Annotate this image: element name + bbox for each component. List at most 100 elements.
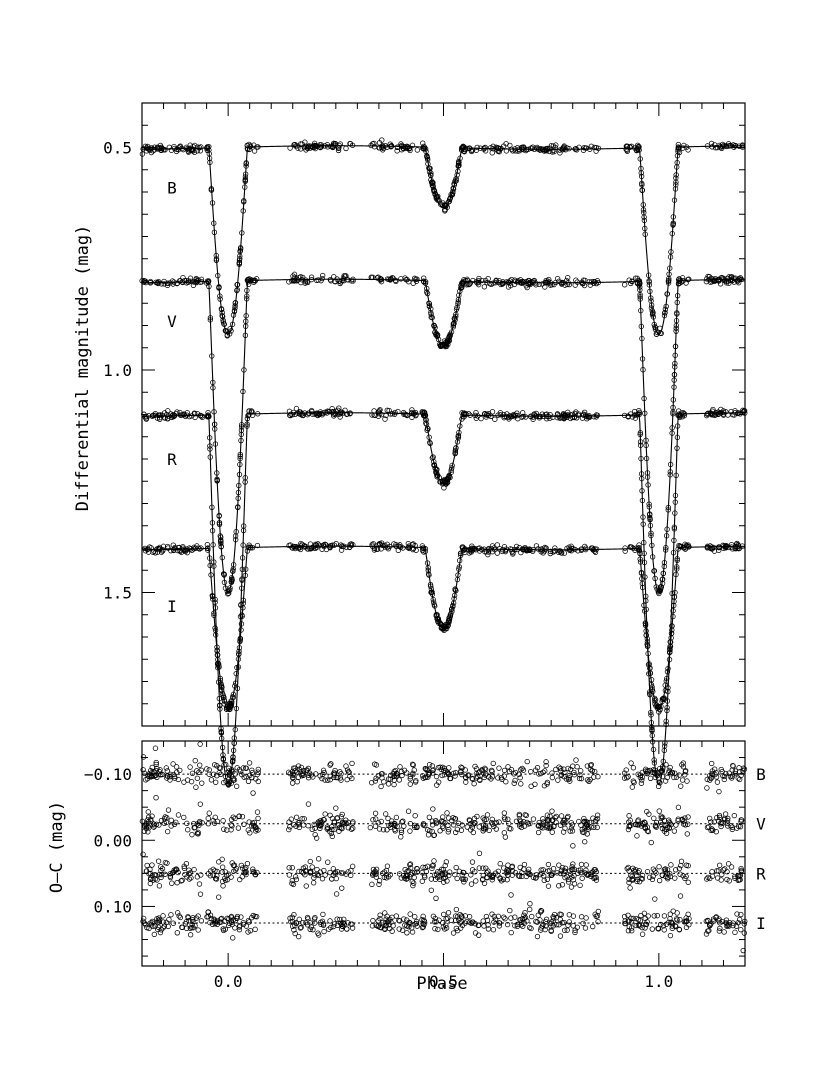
residual-point-b <box>140 767 146 773</box>
residual-point-i <box>625 918 631 924</box>
residual-point-v <box>236 813 242 819</box>
data-point-b <box>236 257 243 263</box>
data-point-v <box>565 274 571 281</box>
residual-point-r <box>181 865 188 871</box>
residual-point-r <box>556 862 562 868</box>
residual-point-r <box>570 866 576 873</box>
data-point-i <box>513 543 520 550</box>
residual-point-i <box>295 933 302 940</box>
data-point-v <box>530 280 536 286</box>
data-point-r <box>142 414 148 420</box>
data-point-b <box>448 191 454 198</box>
residual-point-i <box>229 921 235 928</box>
residual-point-r <box>440 866 446 873</box>
x-tick-label: 1.0 <box>644 972 673 991</box>
data-point-i <box>331 542 338 548</box>
data-point-r <box>497 411 503 418</box>
residual-point-v <box>450 815 456 821</box>
data-point-i <box>425 567 431 573</box>
data-point-b <box>639 187 645 194</box>
data-point-b <box>207 159 213 166</box>
data-point-v <box>544 279 550 286</box>
residual-point-r <box>250 866 256 872</box>
residual-point-v <box>367 824 373 831</box>
data-point-i <box>397 542 403 548</box>
data-point-r <box>728 408 734 415</box>
data-point-r <box>225 782 232 788</box>
residual-point-b <box>334 774 341 781</box>
data-point-v <box>206 283 212 290</box>
data-point-v <box>216 520 223 526</box>
residual-point-r <box>704 876 710 882</box>
residual-point-v <box>659 825 666 832</box>
residual-point-v <box>212 814 218 821</box>
residual-point-i <box>160 913 166 919</box>
residual-point-r <box>656 877 663 884</box>
residual-point-b <box>193 784 199 790</box>
data-point-i <box>287 542 294 548</box>
residual-point-i <box>565 922 571 928</box>
residual-point-b <box>328 761 334 767</box>
residual-series-i <box>140 891 748 954</box>
residual-point-r <box>196 881 203 887</box>
residual-point-i <box>719 918 725 925</box>
residual-point-r <box>735 873 742 879</box>
residual-point-v <box>640 821 646 827</box>
data-point-r <box>641 539 647 546</box>
data-point-r <box>162 415 168 421</box>
data-point-v <box>709 279 715 285</box>
data-point-i <box>494 550 500 556</box>
residual-point-r <box>517 864 523 871</box>
data-point-b <box>371 140 377 147</box>
data-point-r <box>231 735 237 741</box>
residual-point-b <box>233 783 240 789</box>
residual-point-r <box>387 872 394 878</box>
residual-point-i <box>717 925 723 932</box>
residual-point-v <box>145 829 151 835</box>
data-point-v <box>184 280 190 286</box>
data-point-v <box>238 427 245 433</box>
residual-point-i <box>658 921 664 928</box>
residual-point-i <box>186 918 192 924</box>
residual-point-i <box>480 918 486 924</box>
data-point-i <box>540 550 546 556</box>
data-point-v <box>389 274 396 281</box>
residual-point-r <box>565 879 572 885</box>
data-point-r <box>439 481 446 487</box>
residual-point-v <box>301 822 307 828</box>
residual-point-r <box>579 875 585 881</box>
residual-point-r <box>179 877 185 883</box>
residual-point-i <box>382 910 388 916</box>
data-point-b <box>313 143 320 149</box>
residual-point-b <box>584 777 591 783</box>
residual-point-i <box>406 924 412 930</box>
data-point-i <box>235 656 242 662</box>
residual-point-r <box>668 862 674 868</box>
data-point-v <box>592 279 598 285</box>
residual-point-r <box>419 869 425 876</box>
data-point-r <box>409 414 415 421</box>
data-point-b <box>581 145 587 151</box>
residual-point-b <box>723 770 729 777</box>
residual-point-v <box>195 831 201 837</box>
residual-point-b <box>426 762 433 768</box>
residual-point-i <box>344 926 350 932</box>
data-point-r <box>671 537 677 544</box>
residual-point-v <box>205 815 211 822</box>
residual-point-i <box>492 916 499 922</box>
residual-point-i <box>548 920 554 927</box>
residual-point-b <box>713 774 720 780</box>
residual-point-b <box>679 762 685 768</box>
residual-point-i <box>404 930 410 936</box>
residual-point-v <box>549 829 555 835</box>
data-point-i <box>456 566 462 572</box>
residual-point-i <box>198 918 205 924</box>
data-point-b <box>335 145 342 151</box>
residual-point-b <box>639 774 646 780</box>
data-point-b <box>213 252 219 259</box>
data-point-b <box>295 145 301 151</box>
data-point-r <box>472 412 478 419</box>
residual-point-b <box>663 762 669 768</box>
data-point-r <box>452 450 458 457</box>
data-point-i <box>674 557 680 564</box>
